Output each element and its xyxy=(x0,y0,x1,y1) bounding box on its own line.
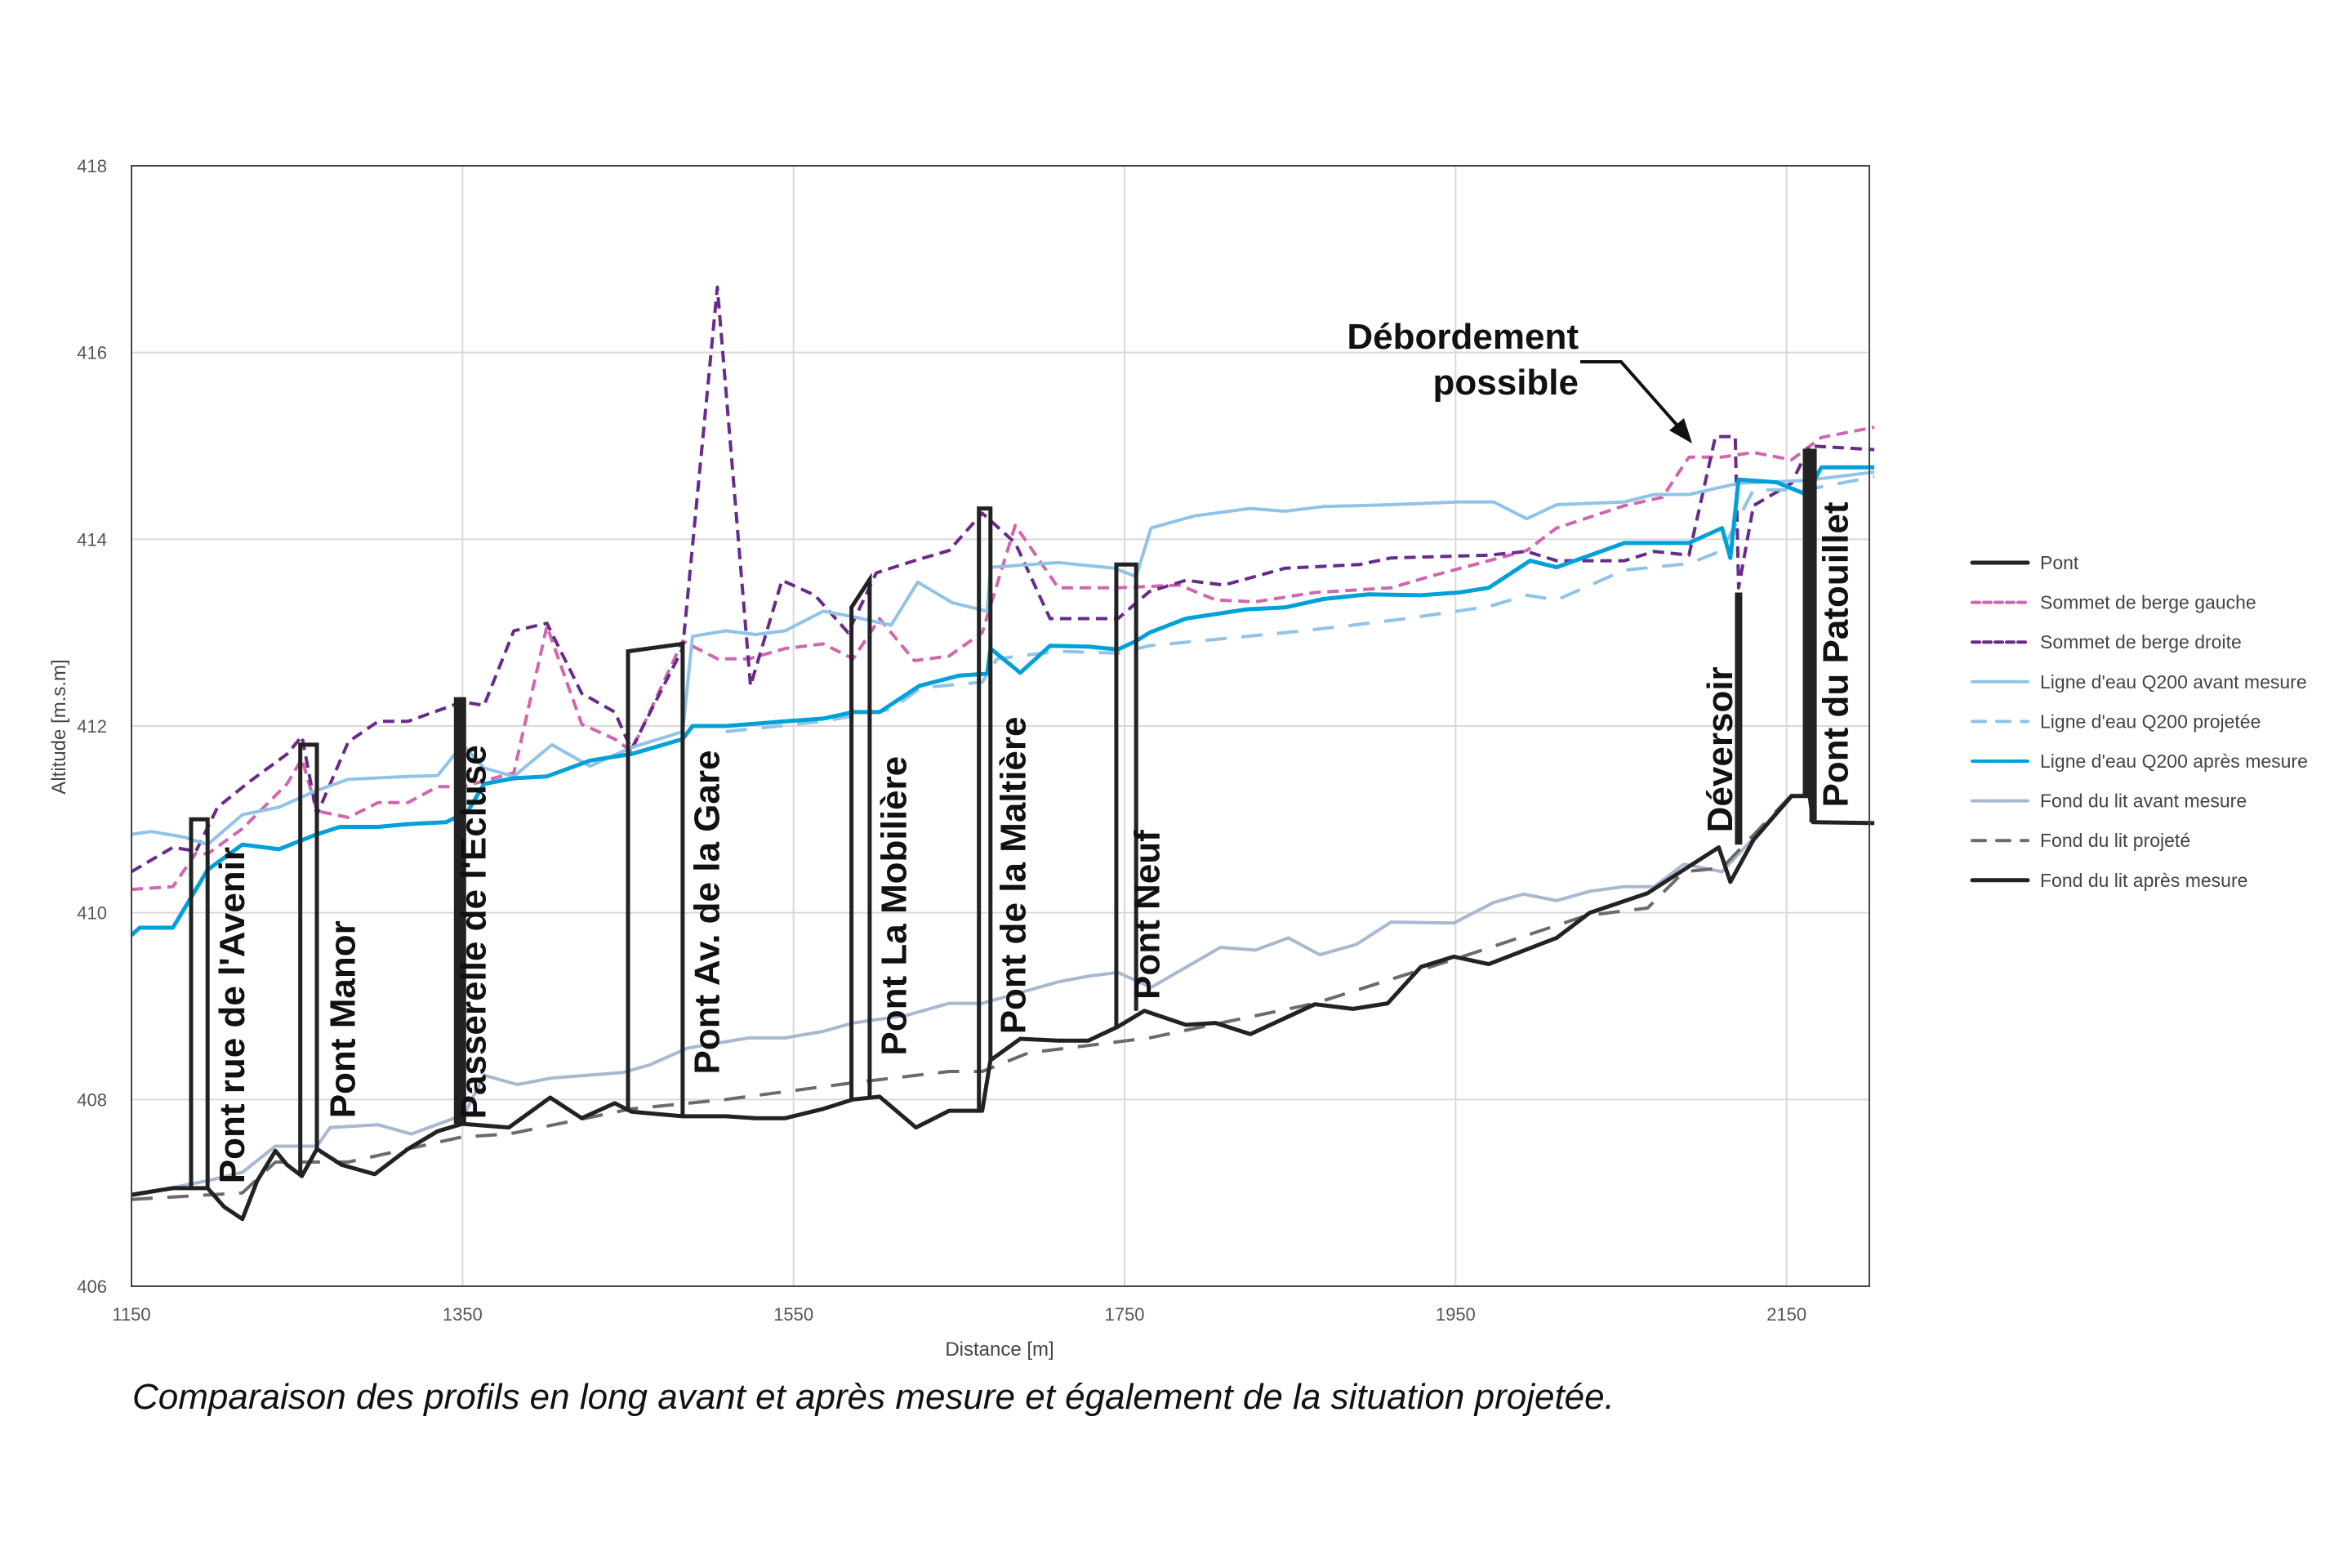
legend-label: Ligne d'eau Q200 après mesure xyxy=(2040,751,2308,772)
x-tick-label: 1150 xyxy=(112,1304,150,1325)
y-tick-label: 406 xyxy=(77,1276,107,1297)
figure-caption: Comparaison des profils en long avant et… xyxy=(132,1377,1615,1417)
bridge-label: Pont Av. de la Gare xyxy=(687,751,727,1075)
bridge-label: Passerelle de l'Ecluse xyxy=(454,745,494,1119)
series-line xyxy=(131,793,1810,1201)
bridge-mark xyxy=(1802,448,1817,822)
x-tick-label: 1750 xyxy=(1105,1304,1145,1325)
bridge-mark xyxy=(189,817,210,1188)
y-tick-label: 408 xyxy=(77,1089,107,1110)
bridge-mark xyxy=(453,697,466,1125)
bridges: Pont rue de l'Avenir Pont Manor Passerelle… xyxy=(189,448,1856,1188)
plot-frame xyxy=(131,165,1870,1287)
y-tick-label: 418 xyxy=(77,156,107,176)
series-line xyxy=(130,285,1875,874)
legend-label: Fond du lit après mesure xyxy=(2040,870,2247,891)
y-tick-label: 414 xyxy=(77,529,107,550)
annotation-arrow xyxy=(1580,360,1684,433)
legend-label: Sommet de berge gauche xyxy=(2040,592,2256,613)
legend-label: Pont xyxy=(2040,552,2079,573)
legend-label: Sommet de berge droite xyxy=(2040,631,2242,653)
bridge-label: Déversoir xyxy=(1700,666,1740,832)
x-tick-label: 2150 xyxy=(1766,1304,1806,1325)
series-line xyxy=(131,470,1875,847)
series-line xyxy=(130,465,1875,937)
bridge-mark xyxy=(977,506,993,1111)
axes: 406 408 410 412 414 416 418 1150 1350 1550 1750 195… xyxy=(77,156,1870,1325)
gridlines xyxy=(131,165,1869,1287)
bridge-label: Pont du Patouillet xyxy=(1816,501,1856,807)
y-tick-label: 412 xyxy=(77,716,107,737)
annotation-line-2: possible xyxy=(1433,363,1579,403)
x-tick-label: 1950 xyxy=(1436,1304,1476,1325)
legend-label: Fond du lit projeté xyxy=(2040,830,2190,851)
bridge-mark xyxy=(626,641,685,1116)
arrow-head-icon xyxy=(1669,418,1692,443)
legend-label: Fond du lit avant mesure xyxy=(2040,791,2247,812)
bridge-label: Pont de la Maltière xyxy=(993,717,1033,1035)
y-tick-label: 410 xyxy=(77,903,107,924)
y-tick-label: 416 xyxy=(77,343,107,363)
series-line xyxy=(131,794,1875,1222)
bridge-label: Pont rue de l'Avenir xyxy=(212,847,252,1183)
bridge-label: Pont La Mobilière xyxy=(874,756,914,1056)
legend-label: Ligne d'eau Q200 projetée xyxy=(2040,710,2261,732)
series-line xyxy=(725,474,1875,733)
series-line xyxy=(131,425,1875,892)
x-tick-label: 1550 xyxy=(773,1304,813,1325)
bridge-label: Pont Neuf xyxy=(1128,830,1168,1000)
bridge-mark xyxy=(1114,562,1138,1027)
x-tick-label: 1350 xyxy=(443,1304,483,1325)
annotation-overflow: Débordement possible xyxy=(1347,317,1692,443)
legend-label: Ligne d'eau Q200 avant mesure xyxy=(2040,671,2307,693)
series-lines xyxy=(130,285,1875,1222)
series-line xyxy=(131,793,1810,1198)
legend: Pont Sommet de berge gauche Sommet de berg… xyxy=(1970,552,2308,891)
y-axis-label: Altitude [m.s.m] xyxy=(48,659,70,794)
bridge-mark xyxy=(849,572,872,1100)
bridge-mark xyxy=(298,742,319,1177)
bridge-label: Pont Manor xyxy=(323,920,363,1118)
x-axis-label: Distance [m] xyxy=(945,1339,1054,1361)
annotation-line-1: Débordement xyxy=(1347,317,1579,357)
